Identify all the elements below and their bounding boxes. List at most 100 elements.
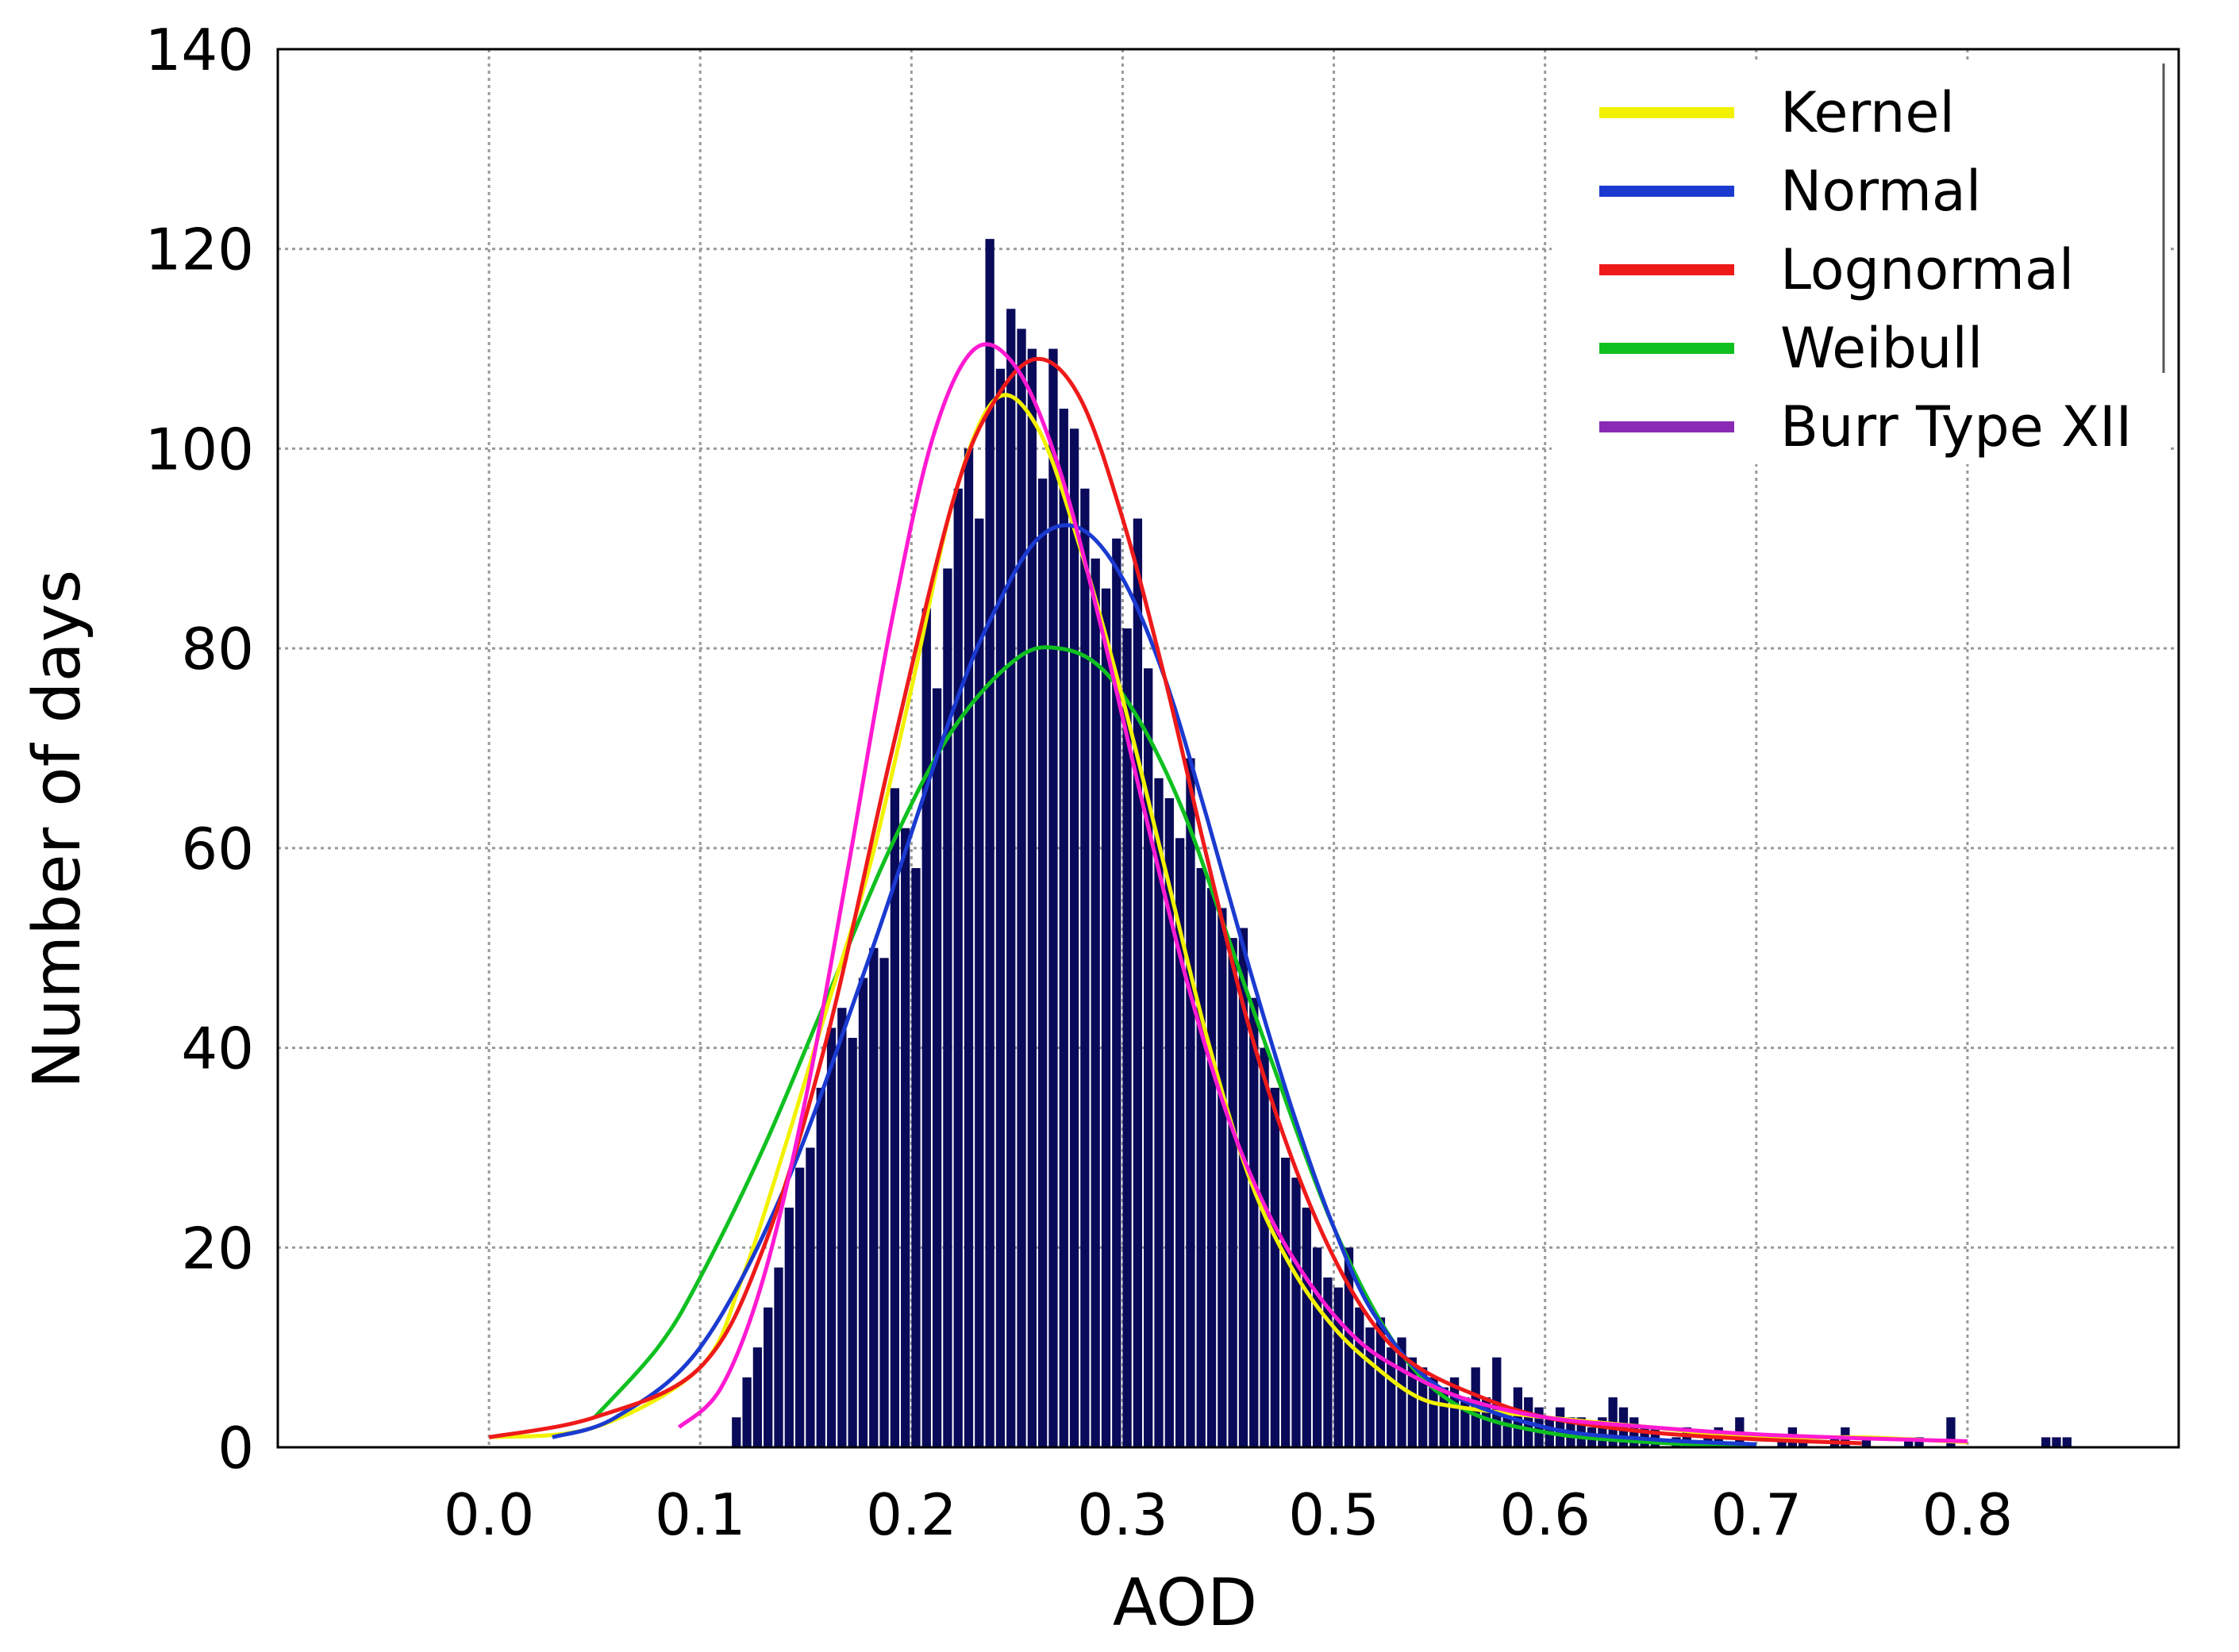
histogram-bar	[1218, 908, 1227, 1447]
histogram-bar	[953, 488, 963, 1447]
histogram-bar	[975, 518, 984, 1447]
x-tick-label: 0.1	[655, 1481, 746, 1548]
histogram-bar	[901, 828, 910, 1447]
histogram-bar	[1861, 1437, 1872, 1447]
histogram-bar	[1048, 348, 1058, 1448]
histogram-bar	[816, 1087, 825, 1447]
histogram-bar	[1175, 838, 1185, 1447]
histogram-bar	[2052, 1437, 2061, 1447]
histogram-bar	[1323, 1277, 1333, 1447]
y-tick-label: 120	[145, 217, 254, 283]
histogram-bar	[1333, 1287, 1343, 1447]
legend-box	[1552, 63, 2169, 464]
x-tick-label: 0.3	[1077, 1481, 1168, 1548]
x-tick-label: 0.2	[866, 1481, 957, 1548]
histogram-bar	[1238, 928, 1248, 1447]
histogram-bar	[1080, 488, 1090, 1447]
histogram-bar	[1429, 1377, 1438, 1447]
histogram-bar	[1650, 1427, 1660, 1447]
histogram-bar	[1270, 1087, 1280, 1447]
x-axis-title: AOD	[1113, 1566, 1257, 1641]
histogram-bar	[837, 1008, 847, 1447]
x-tick-label: 0.5	[1288, 1481, 1379, 1548]
histogram-bar	[806, 1147, 815, 1447]
histogram-bar	[1144, 668, 1153, 1447]
histogram-bar	[1302, 1207, 1311, 1447]
histogram-bar	[879, 958, 889, 1447]
histogram-bar	[1091, 558, 1100, 1448]
histogram-bar	[1355, 1307, 1364, 1447]
histogram-bar	[985, 239, 994, 1448]
histogram-bar	[932, 688, 942, 1447]
histogram-bar	[1281, 1158, 1291, 1447]
y-tick-label: 100	[145, 416, 254, 482]
histogram-bar	[1186, 758, 1195, 1447]
histogram-bar	[1291, 1178, 1301, 1447]
plot-frame	[276, 48, 2180, 1449]
histogram-bar	[1365, 1327, 1375, 1447]
histogram-bar	[1397, 1337, 1406, 1447]
legend: Kernel Normal Lognormal Weibull Burr Type XI…	[1552, 63, 2169, 464]
histogram-bar	[1006, 309, 1016, 1448]
histogram-bar	[2041, 1437, 2051, 1447]
histogram-bar	[826, 1028, 837, 1447]
y-tick-label: 60	[181, 816, 254, 882]
histogram-bar	[964, 448, 974, 1447]
kernel-curve	[488, 393, 1968, 1445]
histogram-bar	[1555, 1407, 1565, 1447]
histogram-bar	[943, 568, 952, 1447]
histogram-bar	[1122, 628, 1132, 1447]
burr-type-xii-curve	[677, 342, 1968, 1443]
histogram-bar	[1682, 1427, 1691, 1447]
histogram-bar	[1133, 518, 1143, 1447]
histogram-bar	[794, 1167, 805, 1447]
histogram-bar	[1260, 1047, 1269, 1447]
histogram-bar	[1387, 1347, 1396, 1447]
histogram-bar	[1206, 888, 1217, 1447]
legend-label-burr-type-xii: Burr Type XII	[1780, 394, 2132, 459]
y-tick-label: 20	[181, 1215, 254, 1281]
histogram-bar	[1154, 778, 1164, 1447]
histogram-bar	[1481, 1397, 1491, 1447]
histogram-bar	[1502, 1407, 1512, 1447]
histogram-bar	[858, 978, 868, 1447]
fit-curves	[488, 342, 1968, 1449]
histogram-bar	[1946, 1417, 1956, 1447]
histogram-bar	[784, 1207, 794, 1447]
histogram-bars	[732, 239, 2072, 1448]
histogram-bar	[1914, 1437, 1924, 1447]
histogram-bar	[1344, 1247, 1354, 1447]
histogram-bar	[1027, 348, 1037, 1448]
legend-label-weibull: Weibull	[1780, 316, 1983, 381]
histogram-bar	[1249, 997, 1259, 1447]
y-tick-label: 140	[145, 17, 254, 83]
histogram-bar	[1407, 1357, 1417, 1447]
histogram-bar	[1038, 478, 1048, 1447]
histogram-bar	[732, 1417, 741, 1447]
histogram-bar	[1069, 428, 1079, 1448]
y-axis-title: Number of days	[20, 570, 95, 1089]
histogram-bar	[911, 868, 921, 1447]
histogram-bar	[848, 1037, 857, 1447]
histogram-bar	[1375, 1317, 1386, 1447]
histogram-bar	[890, 788, 900, 1447]
histogram-bar	[921, 608, 931, 1447]
histogram-bar	[1449, 1377, 1460, 1447]
histogram-bar	[742, 1377, 752, 1447]
histogram-bar	[1112, 538, 1121, 1448]
histogram-bar	[1164, 797, 1174, 1447]
histogram-bar	[995, 368, 1006, 1447]
histogram-bar	[1312, 1247, 1322, 1447]
histogram-bar	[1228, 938, 1237, 1447]
x-tick-label: 0.7	[1711, 1481, 1802, 1548]
y-tick-label: 80	[181, 616, 254, 682]
histogram-bar	[1101, 588, 1111, 1447]
legend-label-normal: Normal	[1780, 159, 1981, 224]
axis-ticks: 0 20 40 60 80 100 120 140 0.0 0.1 0.2 0.3 0.5 0.6 0.7 0…	[145, 17, 2014, 1548]
histogram-bar	[2062, 1437, 2072, 1447]
y-tick-label: 40	[181, 1016, 254, 1082]
legend-label-lognormal: Lognormal	[1780, 237, 2074, 302]
y-tick-label: 0	[217, 1415, 254, 1481]
histogram-bar	[1059, 409, 1068, 1447]
